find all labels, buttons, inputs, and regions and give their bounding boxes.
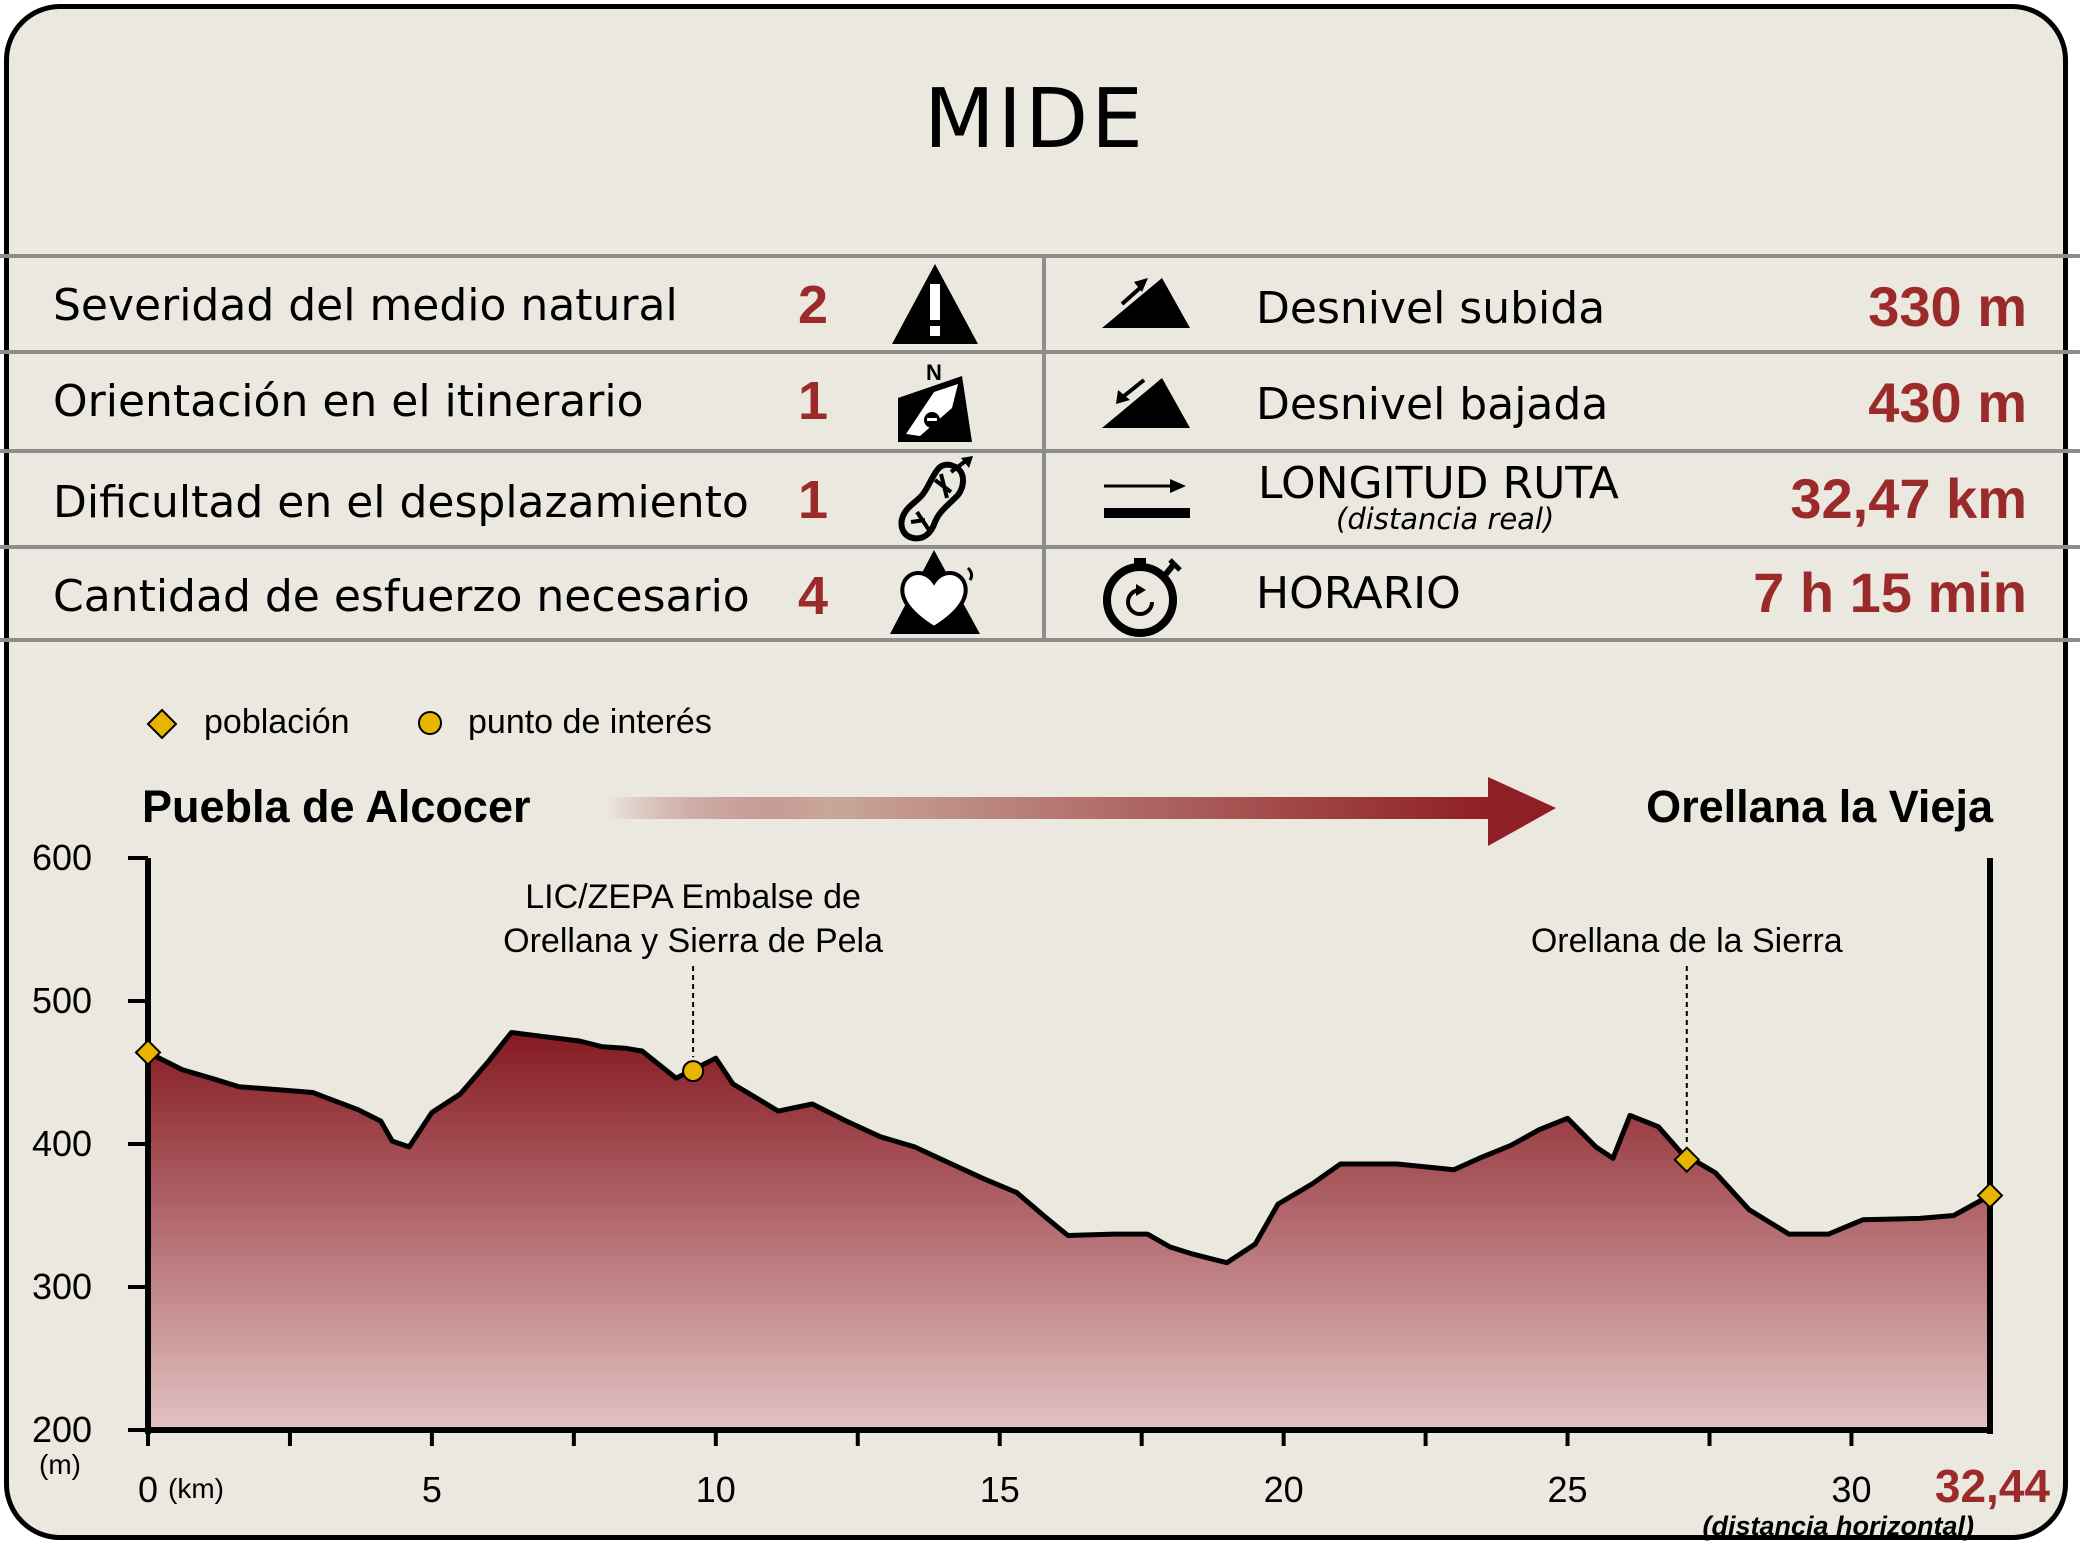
- mide-label-orientation: Orientación en el itinerario: [53, 376, 644, 427]
- y-tick-label: 300: [32, 1266, 92, 1307]
- poi-marker: [682, 1060, 705, 1083]
- x-tick-label: 10: [696, 1469, 736, 1510]
- annotation-label: LIC/ZEPA Embalse de: [525, 878, 861, 916]
- divider: [0, 350, 2080, 354]
- mide-value-severity: 2: [798, 275, 829, 335]
- route-start-label: Puebla de Alcocer: [142, 781, 530, 832]
- x-end-note: (distancia horizontal): [1702, 1511, 1974, 1541]
- annotation-label: Orellana de la Sierra: [1531, 922, 1843, 960]
- divider: [0, 638, 2080, 642]
- y-tick-label: 400: [32, 1123, 92, 1164]
- legend-diamond-marker: [146, 708, 178, 740]
- town-marker: [1976, 1182, 2004, 1209]
- legend-label-poi: punto de interés: [468, 703, 712, 741]
- mide-value-orientation: 1: [798, 371, 829, 431]
- route-sublabel-length: (distancia real): [1336, 502, 1555, 536]
- elevation-area: [148, 1032, 1990, 1430]
- route-value-length: 32,47 km: [1790, 467, 2027, 530]
- x-tick-label: 15: [980, 1469, 1020, 1510]
- route-value-descent: 430 m: [1868, 371, 2027, 434]
- x-axis-unit: (km): [168, 1473, 224, 1504]
- compass-signpost-icon: N: [898, 360, 972, 442]
- divider: [0, 449, 2080, 453]
- x-end-value: 32,44: [1935, 1460, 2051, 1512]
- legend-circle-marker: [418, 711, 442, 735]
- warning-mountain-icon: [892, 264, 978, 344]
- column-divider: [1042, 258, 1046, 638]
- distance-arrow-icon: [1104, 479, 1190, 518]
- x-tick-label: 5: [422, 1469, 442, 1510]
- annotation-label: Orellana y Sierra de Pela: [503, 922, 883, 960]
- legend-label-town: población: [204, 703, 350, 741]
- route-label-ascent: Desnivel subida: [1256, 283, 1606, 334]
- stopwatch-icon: [1103, 558, 1182, 637]
- slope-down-icon: [1102, 378, 1190, 428]
- svg-text:N: N: [926, 360, 942, 385]
- elevation-line: [146, 1030, 1992, 1266]
- mide-value-difficulty: 1: [798, 470, 829, 530]
- heart-mountain-icon: [890, 550, 980, 634]
- divider: [0, 545, 2080, 549]
- route-label-time: HORARIO: [1256, 568, 1461, 619]
- divider: [0, 254, 2080, 258]
- y-axis-unit: (m): [39, 1449, 81, 1480]
- slope-up-icon: [1102, 278, 1190, 328]
- direction-arrow: [606, 777, 1556, 846]
- y-tick-label: 500: [32, 980, 92, 1021]
- page-title: MIDE: [924, 72, 1146, 167]
- route-value-time: 7 h 15 min: [1753, 561, 2027, 624]
- x-tick-label: 20: [1264, 1469, 1304, 1510]
- town-marker: [1673, 1146, 1701, 1174]
- y-tick-label: 600: [32, 837, 92, 878]
- route-value-ascent: 330 m: [1868, 275, 2027, 338]
- route-label-length: LONGITUD RUTA: [1258, 458, 1619, 509]
- town-marker: [134, 1039, 162, 1066]
- mide-label-effort: Cantidad de esfuerzo necesario: [53, 571, 750, 622]
- route-end-label: Orellana la Vieja: [1646, 781, 1994, 832]
- y-tick-label: 200: [32, 1409, 92, 1450]
- boot-sole-icon: [898, 456, 973, 542]
- x-tick-label: 25: [1548, 1469, 1588, 1510]
- x-tick-label: 0: [138, 1469, 158, 1510]
- mide-label-difficulty: Dificultad en el desplazamiento: [53, 477, 749, 528]
- mide-value-effort: 4: [798, 566, 829, 626]
- mide-label-severity: Severidad del medio natural: [53, 280, 678, 331]
- route-label-descent: Desnivel bajada: [1256, 379, 1609, 430]
- x-tick-label: 30: [1831, 1469, 1871, 1510]
